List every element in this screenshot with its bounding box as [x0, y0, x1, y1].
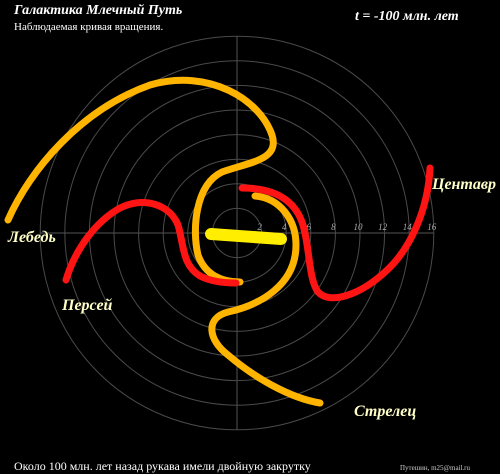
grid-circle — [138, 134, 336, 332]
tick-label: 10 — [354, 222, 364, 232]
grid-circle — [39, 35, 435, 431]
grid-circle — [64, 60, 410, 406]
time-label: t = -100 млн. лет — [355, 9, 459, 24]
tick-label: 14 — [403, 222, 413, 232]
arm-label: Центавр — [431, 176, 496, 193]
arm-label: Лебедь — [7, 229, 56, 246]
tick-label: 16 — [427, 222, 437, 232]
arm-sagittarius — [208, 192, 324, 407]
caption: Около 100 млн. лет назад рукава имели дв… — [14, 459, 311, 473]
credit: Путешин, m25@mail.ru — [400, 464, 471, 472]
arm-label: Персей — [61, 297, 113, 314]
title: Галактика Млечный Путь — [13, 3, 182, 18]
arm-perseus — [62, 199, 240, 287]
tick-label: 2 — [257, 222, 262, 232]
arm-cygnus — [4, 76, 277, 286]
grid-circle — [113, 109, 361, 357]
tick-label: 4 — [282, 222, 287, 232]
arm-label: Стрелец — [354, 403, 416, 420]
subtitle: Наблюдаемая кривая вращения. — [14, 21, 163, 33]
galactic-bar — [205, 228, 287, 245]
arm-centaurus — [238, 164, 434, 302]
tick-label: 6 — [307, 222, 312, 232]
tick-label: 12 — [378, 222, 388, 232]
tick-label: 8 — [331, 222, 336, 232]
